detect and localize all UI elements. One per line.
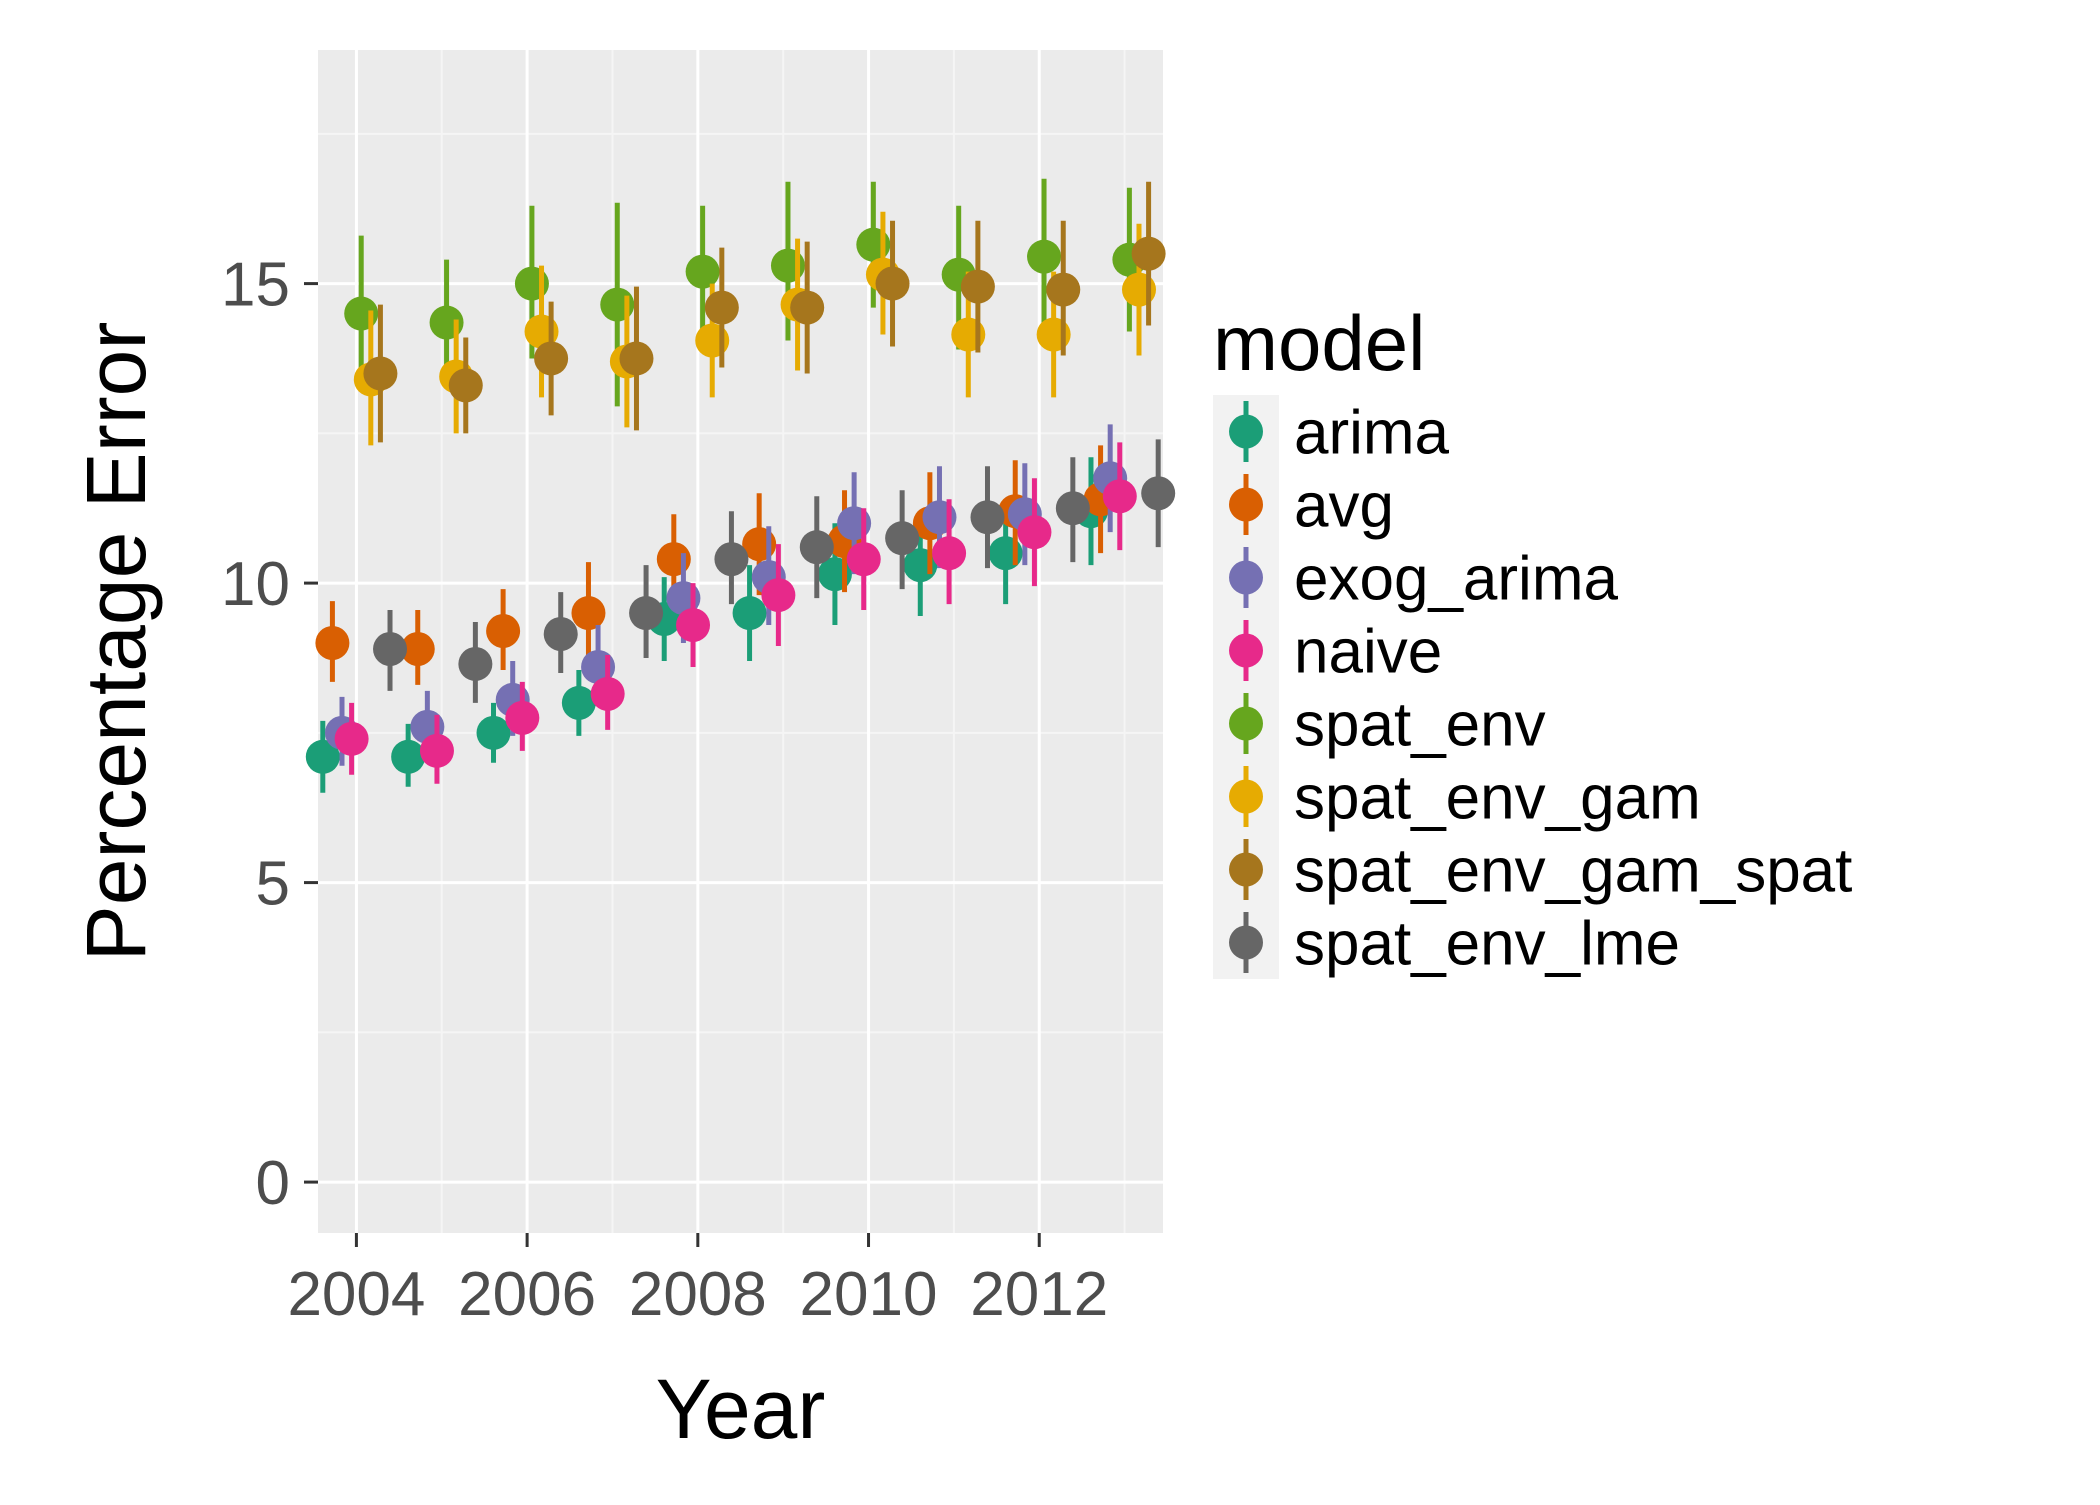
data-point xyxy=(1046,272,1081,307)
data-point xyxy=(714,542,749,577)
legend-label: spat_env_gam_spat xyxy=(1294,837,1852,906)
data-point xyxy=(619,341,654,376)
y-tick-label: 0 xyxy=(256,1149,290,1218)
data-point xyxy=(885,521,920,556)
data-point xyxy=(543,617,578,652)
y-axis: 0 5 10 15 xyxy=(221,251,318,1218)
data-point xyxy=(732,596,767,631)
legend-key-point xyxy=(1229,852,1263,887)
y-tick-label: 15 xyxy=(221,251,290,320)
legend: model arimaavgexog_arimanaivespat_envspa… xyxy=(1213,299,1852,979)
legend-item-arima: arima xyxy=(1213,395,1450,468)
legend-title: model xyxy=(1213,299,1425,387)
legend-item-exog_arima: exog_arima xyxy=(1213,541,1618,614)
data-point xyxy=(448,368,483,403)
data-point xyxy=(1141,476,1176,511)
x-tick-label: 2004 xyxy=(287,1260,425,1329)
data-point xyxy=(1027,239,1062,274)
legend-item-spat_env_gam_spat: spat_env_gam_spat xyxy=(1213,833,1852,906)
data-point xyxy=(458,646,493,681)
legend-item-spat_env: spat_env xyxy=(1213,687,1546,760)
legend-item-avg: avg xyxy=(1213,468,1394,541)
data-point xyxy=(561,685,596,720)
data-point xyxy=(391,739,426,774)
legend-label: spat_env_lme xyxy=(1294,910,1680,979)
data-point xyxy=(761,578,796,613)
data-marks xyxy=(305,178,1176,793)
legend-key-point xyxy=(1229,706,1263,741)
legend-key-point xyxy=(1229,925,1263,960)
x-axis-title: Year xyxy=(656,1362,826,1456)
data-point xyxy=(476,715,511,750)
data-point xyxy=(419,733,454,768)
data-point xyxy=(590,676,625,711)
series-naive xyxy=(334,442,1137,784)
series-spat_env_lme xyxy=(373,439,1176,703)
data-point xyxy=(305,739,340,774)
plot-panel xyxy=(318,50,1163,1233)
data-point xyxy=(960,269,995,304)
data-point xyxy=(1131,236,1166,271)
data-point xyxy=(1102,479,1137,514)
data-point xyxy=(970,500,1005,535)
data-point xyxy=(676,608,711,643)
data-point xyxy=(685,254,720,289)
y-tick-label: 5 xyxy=(256,850,290,919)
legend-label: exog_arima xyxy=(1294,545,1618,614)
series-spat_env_gam_spat xyxy=(363,181,1166,443)
x-tick-label: 2012 xyxy=(970,1260,1108,1329)
data-point xyxy=(400,631,435,666)
data-point xyxy=(505,700,540,735)
legend-key-point xyxy=(1229,487,1263,522)
x-tick-label: 2010 xyxy=(800,1260,938,1329)
data-point xyxy=(363,356,398,391)
data-point xyxy=(486,614,521,649)
legend-label: spat_env_gam xyxy=(1294,764,1701,833)
data-point xyxy=(571,596,606,631)
legend-item-spat_env_lme: spat_env_lme xyxy=(1213,906,1680,979)
legend-label: avg xyxy=(1294,472,1394,541)
data-point xyxy=(875,266,910,301)
data-point xyxy=(315,625,350,660)
data-point xyxy=(799,530,834,565)
data-point xyxy=(1017,515,1052,550)
data-point xyxy=(704,290,739,325)
legend-label: arima xyxy=(1294,399,1450,468)
legend-item-spat_env_gam: spat_env_gam xyxy=(1213,760,1701,833)
data-point xyxy=(790,290,825,325)
legend-key-point xyxy=(1229,633,1263,668)
data-point xyxy=(334,721,369,756)
data-point xyxy=(846,542,881,577)
legend-label: spat_env xyxy=(1294,691,1546,760)
legend-key-point xyxy=(1229,414,1263,449)
data-point xyxy=(629,596,664,631)
data-point xyxy=(373,631,408,666)
data-point xyxy=(534,341,569,376)
legend-key-point xyxy=(1229,779,1263,814)
y-tick-label: 10 xyxy=(221,550,290,619)
data-point xyxy=(1055,491,1090,526)
x-axis: 2004 2006 2008 2010 2012 xyxy=(287,1233,1108,1329)
data-point xyxy=(932,536,967,571)
x-tick-label: 2008 xyxy=(629,1260,767,1329)
y-axis-title: Percentage Error xyxy=(69,322,163,962)
legend-key-point xyxy=(1229,560,1263,595)
x-tick-label: 2006 xyxy=(458,1260,596,1329)
legend-item-naive: naive xyxy=(1213,614,1442,687)
legend-label: naive xyxy=(1294,618,1442,687)
